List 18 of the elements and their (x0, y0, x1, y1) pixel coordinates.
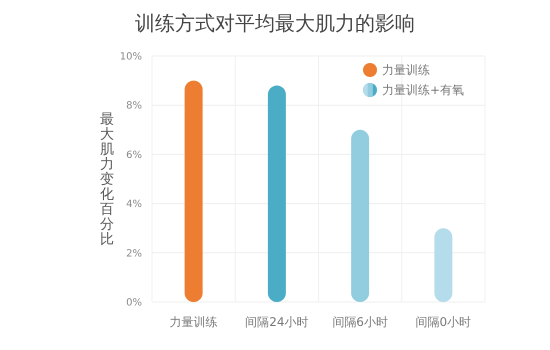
y-tick-label: 4% (126, 199, 142, 210)
y-tick-label: 0% (126, 298, 142, 308)
bar (268, 86, 286, 302)
text: 最大肌力变化百分比 (100, 112, 114, 248)
chart-title: 训练方式对平均最大肌力的影响 (135, 11, 415, 35)
legend-label: 力量训练 (382, 63, 430, 78)
bar (434, 228, 452, 302)
bar (184, 80, 203, 302)
x-tick-label: 间隔24小时 (245, 315, 309, 329)
y-tick-label: 10% (120, 52, 142, 62)
x-tick-label: 间隔0小时 (416, 315, 472, 329)
y-tick-label: 6% (126, 150, 142, 161)
y-tick-label: 2% (126, 248, 142, 260)
legend-label: 力量训练+有氧 (382, 83, 464, 98)
y-tick-label: 8% (126, 100, 142, 112)
bar (351, 130, 370, 302)
x-tick-label: 间隔6小时 (332, 315, 388, 329)
x-tick-label: 力量训练 (170, 315, 218, 329)
